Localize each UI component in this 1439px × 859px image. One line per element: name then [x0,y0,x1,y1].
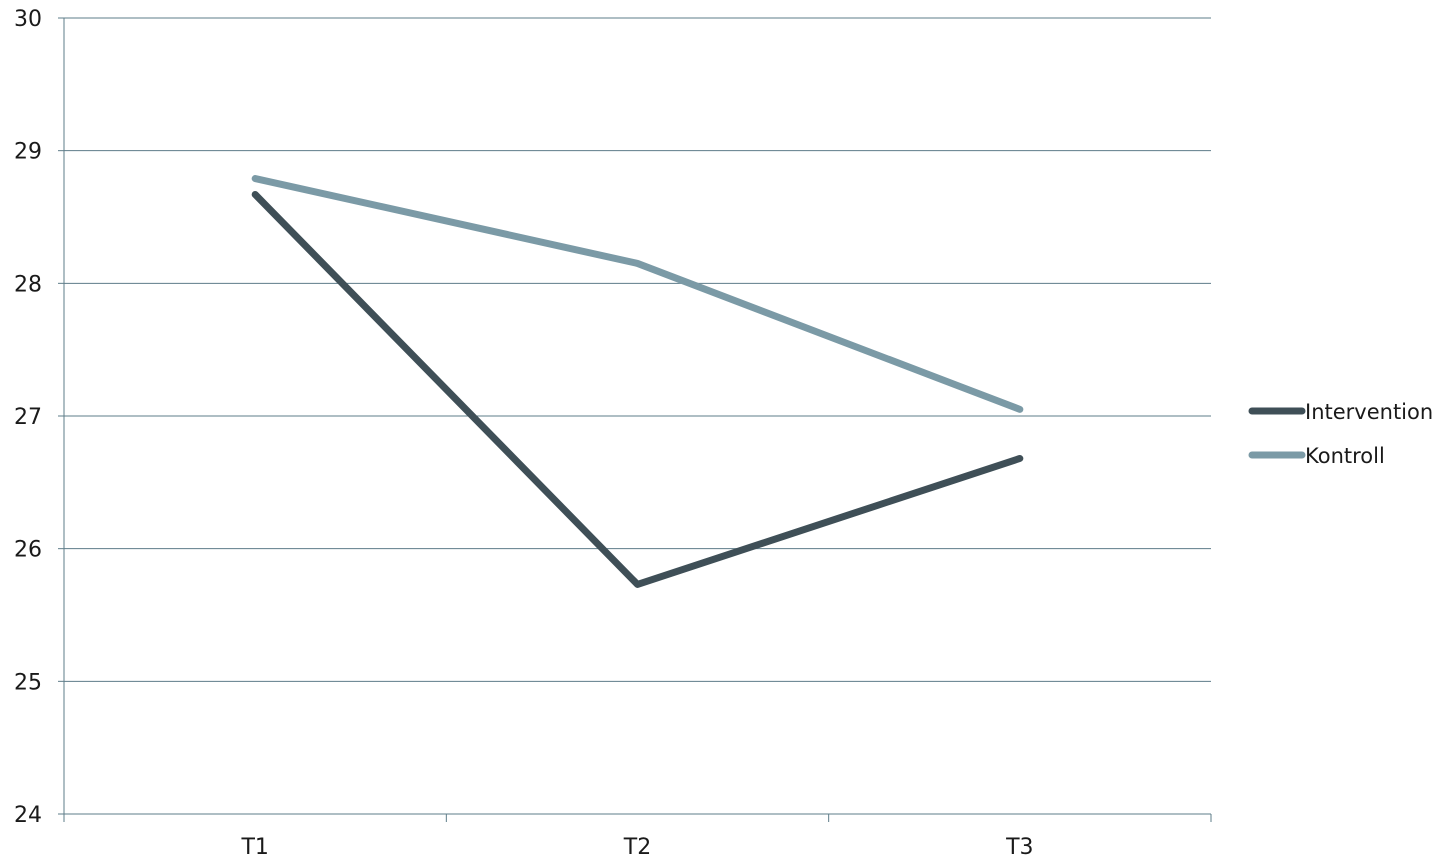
y-tick-label-25: 25 [14,670,42,695]
y-tick-label-28: 28 [14,272,42,297]
legend: Intervention Kontroll [1248,400,1433,468]
x-tick-label-T3: T3 [1005,835,1033,859]
axes [58,17,1212,822]
data-point-intervention-T1 [254,193,256,195]
y-axis-tick-labels: 24 25 26 27 28 29 30 [14,7,42,828]
data-point-intervention-T3 [1019,457,1021,459]
legend-label-kontroll: Kontroll [1305,444,1385,468]
series-line-intervention [251,190,1024,588]
x-tick-label-T1: T1 [240,835,268,859]
x-tick-label-T2: T2 [623,835,651,859]
data-point-kontroll-T3 [1019,408,1021,410]
y-tick-label-30: 30 [14,7,42,32]
data-point-kontroll-T2 [637,262,638,264]
x-axis-tick-labels: T1 T2 T3 [240,835,1033,859]
data-point-intervention-T2 [637,583,638,585]
y-tick-label-26: 26 [14,538,42,563]
y-tick-label-24: 24 [14,803,42,828]
data-point-kontroll-T1 [254,178,256,180]
legend-label-intervention: Intervention [1305,400,1433,424]
series-lines [251,175,1024,588]
y-tick-label-27: 27 [14,405,42,430]
y-tick-label-29: 29 [14,140,42,165]
series-line-kontroll [251,175,1024,413]
gridlines [64,17,1211,682]
